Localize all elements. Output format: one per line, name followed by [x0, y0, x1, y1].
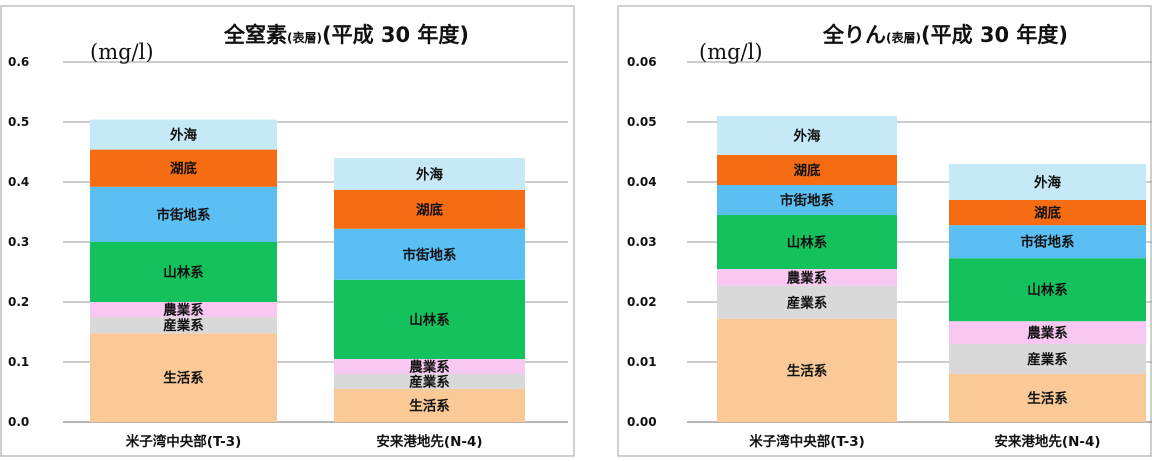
x-category-label: 安来港地先(N-4): [994, 433, 1100, 450]
segment-label: 山林系: [1027, 282, 1068, 299]
bar-segment: [90, 242, 277, 302]
bar-segment: [717, 215, 897, 269]
segment-label: 生活系: [1027, 390, 1068, 407]
y-tick-label: 0.1: [8, 355, 29, 369]
total-nitrogen-chart: 0.00.10.20.30.40.50.6生活系産業系農業系山林系市街地系湖底外…: [0, 5, 575, 457]
bar-segment: [717, 269, 897, 286]
bar-segment: [90, 302, 277, 317]
chart-title-main: 全窒素: [223, 23, 287, 47]
y-tick-label: 0.0: [8, 415, 29, 429]
bar-segment: [334, 279, 525, 359]
y-tick-label: 0.00: [627, 415, 657, 429]
bar-segment: [949, 200, 1146, 226]
bar-segment: [334, 359, 525, 374]
x-category-label: 米子湾中央部(T-3): [749, 433, 865, 450]
segment-label: 産業系: [1027, 351, 1068, 368]
chart-title-sub: (表層): [287, 30, 322, 45]
bar-segment: [334, 158, 525, 190]
y-tick-label: 0.03: [627, 235, 657, 249]
segment-label: 産業系: [787, 294, 828, 311]
segment-label: 外海: [1034, 174, 1062, 191]
segment-label: 市街地系: [780, 192, 834, 209]
bar-segment: [334, 389, 525, 422]
bar-segment: [717, 185, 897, 215]
chart-title: 全窒素(表層)(平成 30 年度): [223, 23, 469, 47]
y-tick-label: 0.4: [8, 175, 29, 189]
bar-segment: [717, 285, 897, 319]
bar-segment: [90, 119, 277, 150]
segment-label: 山林系: [787, 234, 828, 251]
bar-segment: [949, 258, 1146, 322]
chart-title-sub: (表層): [886, 30, 921, 45]
bar-segment: [717, 116, 897, 155]
x-category-label: 米子湾中央部(T-3): [126, 433, 242, 450]
bar-segment: [717, 155, 897, 185]
y-tick-label: 0.01: [627, 355, 657, 369]
bar-segment: [90, 333, 277, 422]
segment-label: 生活系: [409, 398, 450, 415]
y-tick-label: 0.05: [627, 115, 657, 129]
y-tick-label: 0.02: [627, 295, 657, 309]
segment-label: 農業系: [163, 302, 204, 319]
y-tick-label: 0.04: [627, 175, 657, 189]
total-phosphorus-chart: 0.000.010.020.030.040.050.06生活系産業系農業系山林系…: [617, 5, 1152, 457]
y-tick-label: 0.3: [8, 235, 29, 249]
bar-segment: [90, 149, 277, 187]
y-tick-label: 0.2: [8, 295, 29, 309]
y-tick-label: 0.5: [8, 115, 29, 129]
segment-label: 外海: [170, 127, 197, 144]
unit-label: (mg/l): [90, 40, 154, 64]
segment-label: 湖底: [416, 201, 443, 218]
chart-title: 全りん(表層)(平成 30 年度): [822, 23, 1068, 47]
segment-label: 外海: [416, 166, 443, 183]
segment-label: 生活系: [163, 370, 204, 387]
segment-label: 湖底: [170, 160, 197, 177]
chart-title-year: (平成 30 年度): [921, 23, 1068, 47]
bar-segment: [334, 228, 525, 280]
chart-title-main: 全りん: [822, 23, 886, 47]
segment-label: 山林系: [409, 311, 450, 328]
segment-label: 市街地系: [1021, 234, 1075, 251]
chart-title-year: (平成 30 年度): [322, 23, 469, 47]
segment-label: 山林系: [163, 264, 204, 281]
bar-segment: [90, 186, 277, 242]
bar-segment: [334, 189, 525, 229]
segment-label: 湖底: [1034, 205, 1062, 222]
bar-segment: [949, 164, 1146, 200]
bar-segment: [717, 318, 897, 422]
bar-segment: [90, 317, 277, 334]
unit-label: (mg/l): [699, 40, 763, 64]
bar-segment: [949, 321, 1146, 344]
bar-segment: [949, 344, 1146, 374]
segment-label: 農業系: [1027, 325, 1068, 342]
segment-label: 農業系: [787, 269, 828, 286]
chart-panel-total-nitrogen: 0.0 0.1 0.2 0.3 0.4 0.5 0.6 生活系 産業系 農業系 山林系 市街地系 湖底外…: [0, 0, 575, 457]
bar-segment: [334, 374, 525, 389]
y-tick-label: 0.6: [8, 55, 29, 69]
segment-label: 市街地系: [403, 246, 457, 263]
chart-panel-total-phosphorus: 0.00 0.01 0.02 0.03 0.04 0.05 0.06 生活系 産業系 農業系 山林系…: [617, 0, 1152, 457]
segment-label: 外海: [794, 128, 822, 145]
segment-label: 市街地系: [157, 206, 211, 223]
bar-segment: [949, 374, 1146, 422]
y-tick-label: 0.06: [627, 55, 657, 69]
x-category-label: 安来港地先(N-4): [376, 433, 482, 450]
segment-label: 産業系: [163, 317, 204, 334]
segment-label: 生活系: [787, 362, 828, 379]
segment-label: 産業系: [409, 374, 450, 391]
segment-label: 湖底: [794, 162, 822, 179]
segment-label: 農業系: [409, 359, 450, 376]
bar-segment: [949, 225, 1146, 259]
